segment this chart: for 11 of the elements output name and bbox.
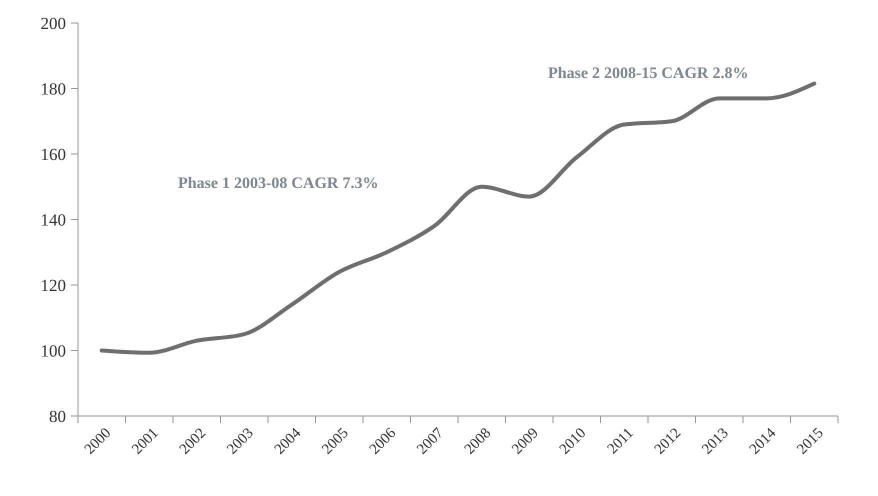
y-tick-label: 80 [49, 406, 66, 426]
y-tick-label: 200 [40, 14, 66, 33]
y-tick-label: 140 [40, 210, 66, 230]
annotation: Phase 1 2003-08 CAGR 7.3% [178, 175, 378, 192]
y-tick-label: 160 [40, 144, 66, 164]
annotation: Phase 2 2008-15 CAGR 2.8% [548, 65, 748, 82]
y-tick-label: 100 [40, 341, 66, 360]
y-tick-label: 120 [40, 276, 66, 295]
x-tick-label: 2011 [604, 425, 637, 458]
y-tick-label: 180 [40, 79, 66, 98]
line-series [100, 82, 816, 355]
